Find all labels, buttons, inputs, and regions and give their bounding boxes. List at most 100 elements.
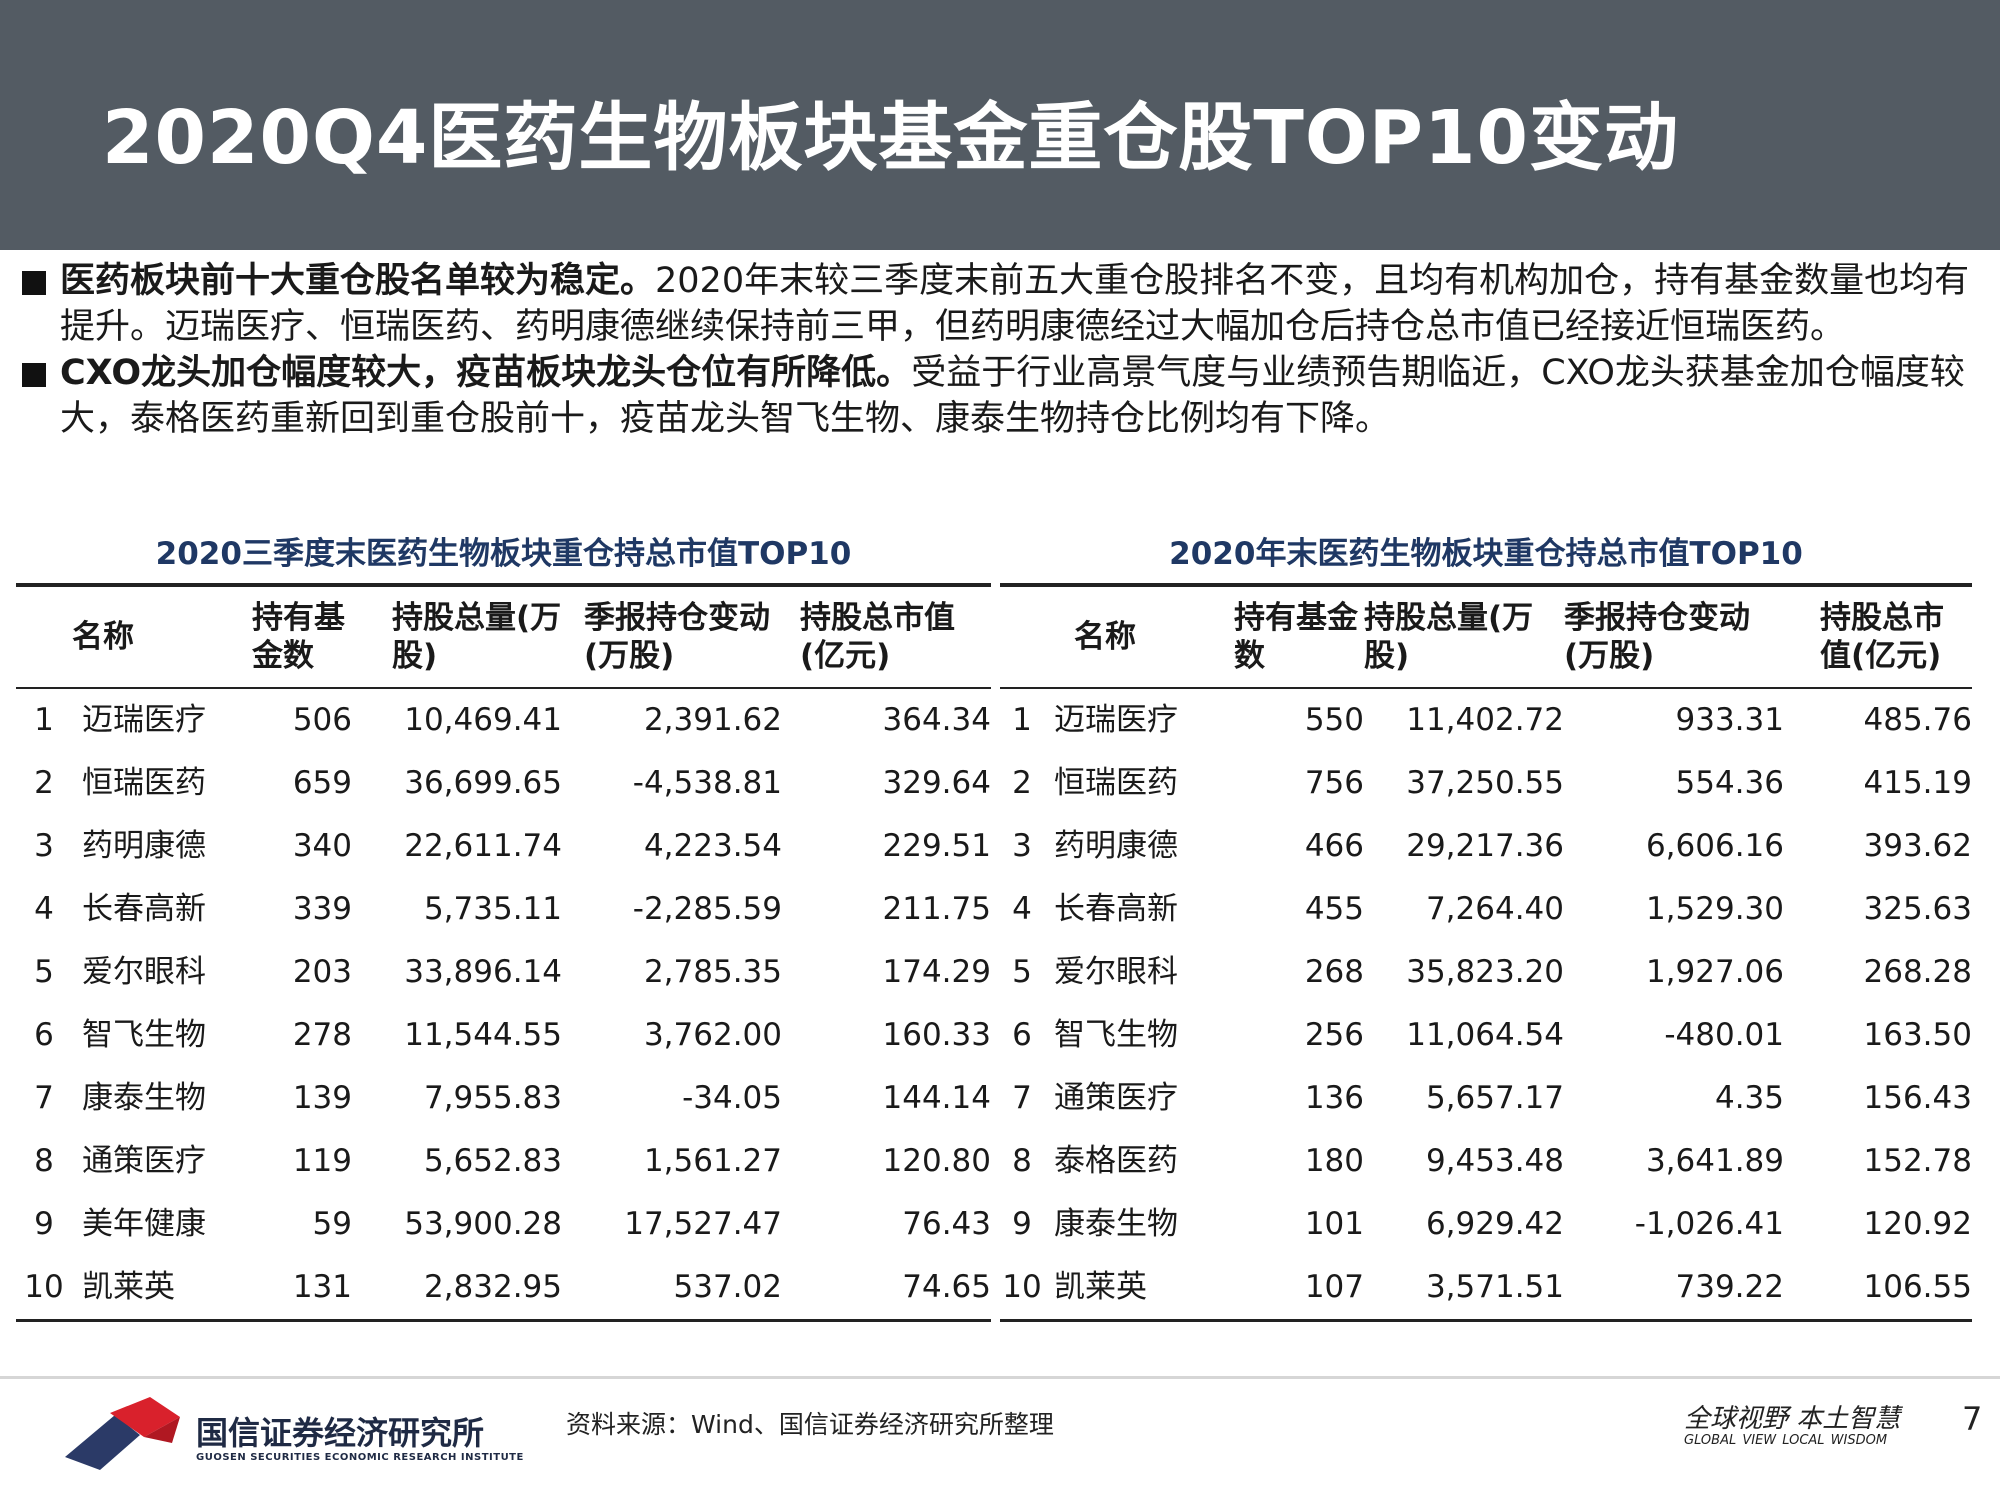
table-top-rule — [1000, 583, 1972, 587]
row-shares: 10,469.41 — [404, 702, 562, 738]
row-shares: 29,217.36 — [1406, 828, 1564, 864]
row-shares: 6,929.42 — [1425, 1206, 1564, 1242]
row-value: 120.80 — [882, 1143, 991, 1179]
row-rank: 5 — [34, 954, 54, 990]
row-change: 3,762.00 — [643, 1017, 782, 1053]
guosen-logo-icon — [65, 1397, 180, 1470]
row-change: -1,026.41 — [1634, 1206, 1784, 1242]
row-name: 爱尔眼科 — [1054, 954, 1178, 990]
slide-title: 2020Q4医药生物板块基金重仓股TOP10变动 — [102, 95, 1679, 181]
row-rank: 8 — [1012, 1143, 1032, 1179]
row-rank: 3 — [1012, 828, 1032, 864]
row-funds: 756 — [1304, 765, 1364, 801]
row-rank: 4 — [34, 891, 54, 927]
table-row: 2 恒瑞医药 659 36,699.65 -4,538.81 329.64 — [16, 752, 991, 815]
row-value: 152.78 — [1863, 1143, 1972, 1179]
row-funds: 136 — [1304, 1080, 1364, 1116]
row-rank: 3 — [34, 828, 54, 864]
bullet-square-icon — [22, 271, 46, 295]
table-row: 10 凯莱英 107 3,571.51 739.22 106.55 — [1000, 1256, 1972, 1321]
row-name: 凯莱英 — [82, 1269, 175, 1305]
table-row: 1 迈瑞医疗 506 10,469.41 2,391.62 364.34 — [16, 688, 991, 752]
col-header-value: 持股总市值(亿元) — [800, 600, 955, 674]
row-funds: 340 — [292, 828, 352, 864]
row-name: 美年健康 — [82, 1206, 206, 1242]
table-row: 8 通策医疗 119 5,652.83 1,561.27 120.80 — [16, 1130, 991, 1193]
row-funds: 119 — [292, 1143, 352, 1179]
table-header-row: 名称 持有基金数 持股总量(万股) 季报持仓变动(万股) 持股总市值(亿元) — [1000, 587, 1972, 688]
row-name: 康泰生物 — [1054, 1206, 1178, 1242]
row-rank: 1 — [1012, 702, 1032, 738]
row-rank: 2 — [1012, 765, 1032, 801]
row-value: 144.14 — [882, 1080, 991, 1116]
left-holdings-table: 名称 持有基金数 持股总量(万股) 季报持仓变动(万股) 持股总市值(亿元) 1… — [16, 587, 991, 1322]
row-funds: 180 — [1304, 1143, 1364, 1179]
row-change: 739.22 — [1675, 1269, 1784, 1305]
row-change: -34.05 — [682, 1080, 782, 1116]
row-name: 凯莱英 — [1054, 1269, 1147, 1305]
row-rank: 10 — [24, 1269, 64, 1305]
row-name: 长春高新 — [1054, 891, 1178, 927]
col-header-rank — [1000, 587, 1044, 688]
col-header-name: 名称 — [72, 619, 134, 655]
table-header-row: 名称 持有基金数 持股总量(万股) 季报持仓变动(万股) 持股总市值(亿元) — [16, 587, 991, 688]
row-value: 329.64 — [882, 765, 991, 801]
row-name: 通策医疗 — [1054, 1080, 1178, 1116]
row-name: 智飞生物 — [1054, 1017, 1178, 1053]
row-value: 174.29 — [882, 954, 991, 990]
table-row: 9 康泰生物 101 6,929.42 -1,026.41 120.92 — [1000, 1193, 1972, 1256]
col-header-name: 名称 — [1074, 619, 1136, 655]
row-shares: 5,652.83 — [423, 1143, 562, 1179]
row-value: 485.76 — [1863, 702, 1972, 738]
row-shares: 7,264.40 — [1425, 891, 1564, 927]
row-change: 4,223.54 — [643, 828, 782, 864]
col-header-funds: 持有基金数 — [1234, 600, 1358, 674]
row-shares: 11,544.55 — [404, 1017, 562, 1053]
row-name: 恒瑞医药 — [82, 765, 206, 801]
row-shares: 9,453.48 — [1425, 1143, 1564, 1179]
row-funds: 339 — [292, 891, 352, 927]
row-rank: 9 — [1012, 1206, 1032, 1242]
row-value: 393.62 — [1863, 828, 1972, 864]
row-change: 1,561.27 — [643, 1143, 782, 1179]
row-shares: 37,250.55 — [1406, 765, 1564, 801]
row-value: 160.33 — [882, 1017, 991, 1053]
row-change: 6,606.16 — [1645, 828, 1784, 864]
row-change: 1,529.30 — [1645, 891, 1784, 927]
row-change: 2,785.35 — [643, 954, 782, 990]
row-shares: 36,699.65 — [404, 765, 562, 801]
row-funds: 455 — [1304, 891, 1364, 927]
right-table-body: 1 迈瑞医疗 550 11,402.72 933.31 485.76 2 恒瑞医药 756 37,… — [1000, 688, 1972, 1321]
row-name: 通策医疗 — [82, 1143, 206, 1179]
row-name: 迈瑞医疗 — [82, 702, 206, 738]
row-name: 泰格医药 — [1054, 1143, 1178, 1179]
row-name: 爱尔眼科 — [82, 954, 206, 990]
row-change: 17,527.47 — [624, 1206, 782, 1242]
row-shares: 33,896.14 — [404, 954, 562, 990]
col-header-rank — [16, 587, 72, 688]
row-name: 长春高新 — [82, 891, 206, 927]
row-value: 74.65 — [902, 1269, 991, 1305]
logo-subtext: GUOSEN SECURITIES ECONOMIC RESEARCH INST… — [196, 1452, 524, 1463]
slogan: 全球视野 本土智慧 — [1684, 1404, 1901, 1434]
right-table-block: 2020年末医药生物板块重仓持总市值TOP10 名称 持有基金数 持股总量(万股… — [1000, 525, 1972, 1322]
row-funds: 278 — [292, 1017, 352, 1053]
row-rank: 7 — [1012, 1080, 1032, 1116]
row-funds: 659 — [292, 765, 352, 801]
left-table-title: 2020三季度末医药生物板块重仓持总市值TOP10 — [155, 536, 852, 572]
row-rank: 6 — [1012, 1017, 1032, 1053]
table-top-rule — [16, 583, 991, 587]
table-row: 3 药明康德 466 29,217.36 6,606.16 393.62 — [1000, 815, 1972, 878]
table-row: 7 康泰生物 139 7,955.83 -34.05 144.14 — [16, 1067, 991, 1130]
row-rank: 9 — [34, 1206, 54, 1242]
row-rank: 7 — [34, 1080, 54, 1116]
table-row: 5 爱尔眼科 268 35,823.20 1,927.06 268.28 — [1000, 941, 1972, 1004]
row-change: 933.31 — [1675, 702, 1784, 738]
row-rank: 2 — [34, 765, 54, 801]
table-row: 2 恒瑞医药 756 37,250.55 554.36 415.19 — [1000, 752, 1972, 815]
row-value: 76.43 — [902, 1206, 991, 1242]
row-shares: 11,064.54 — [1406, 1017, 1564, 1053]
slide-header: 2020Q4医药生物板块基金重仓股TOP10变动 — [0, 0, 2000, 250]
left-table-body: 1 迈瑞医疗 506 10,469.41 2,391.62 364.34 2 恒瑞医药 659 3… — [16, 688, 991, 1321]
row-funds: 506 — [292, 702, 352, 738]
